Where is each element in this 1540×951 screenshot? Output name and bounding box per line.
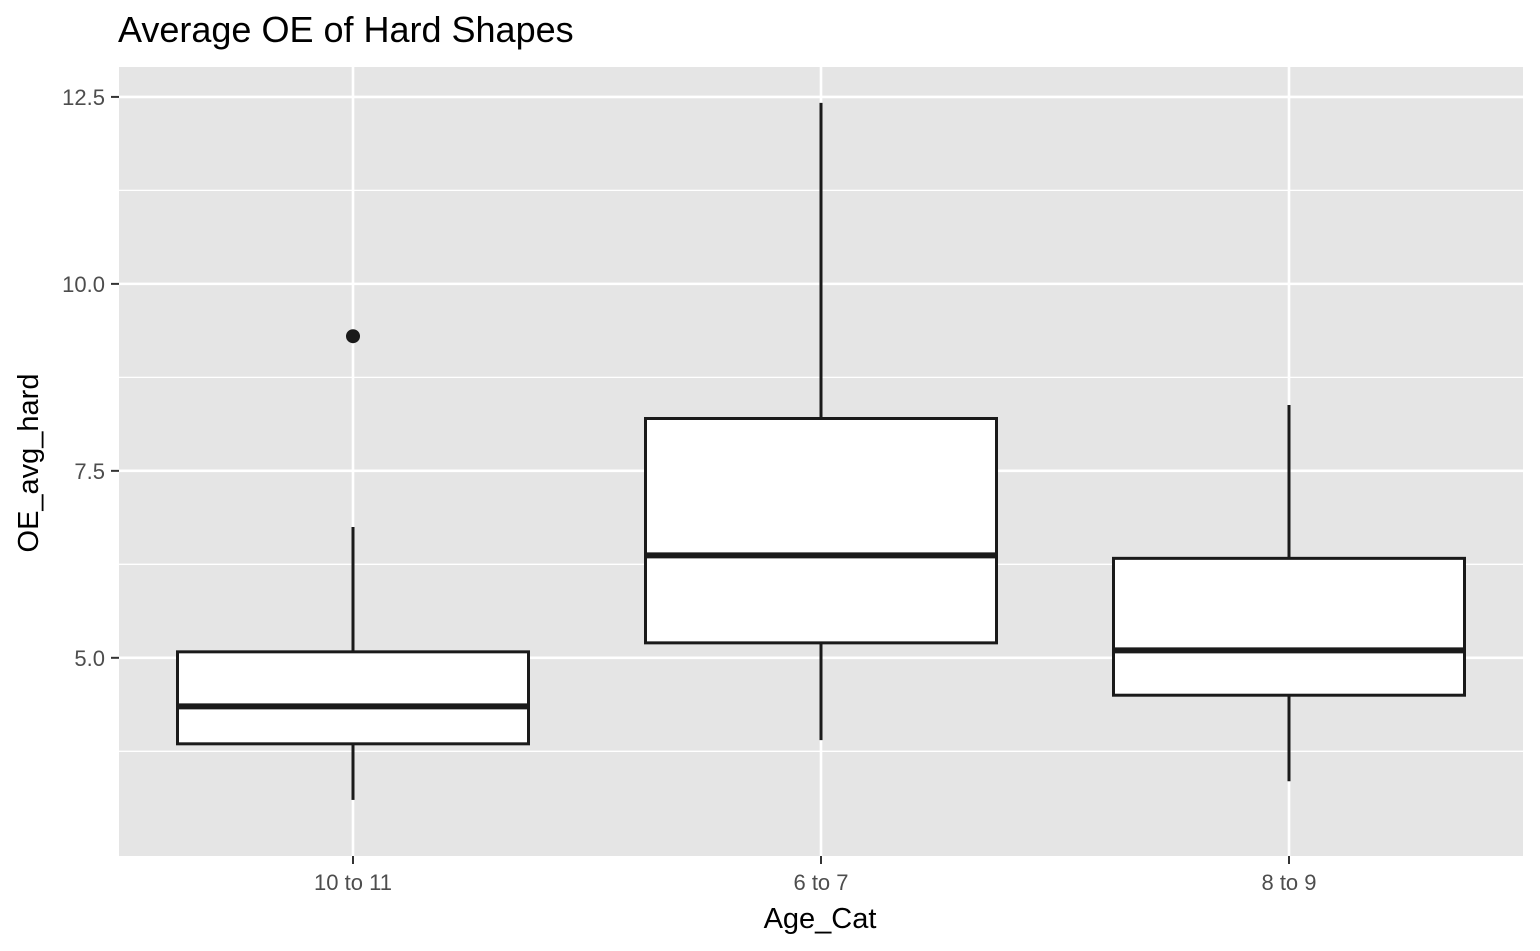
y-tick-label: 7.5 [74, 459, 105, 484]
x-tick-label: 10 to 11 [314, 870, 392, 895]
x-axis-title: Age_Cat [764, 903, 877, 935]
x-tick-label: 8 to 9 [1261, 870, 1316, 895]
box-iqr [176, 650, 530, 746]
box-iqr [644, 416, 998, 645]
x-tick-label: 6 to 7 [793, 870, 848, 895]
y-tick-label: 12.5 [62, 85, 105, 110]
outlier-point [346, 329, 360, 344]
box-series [176, 102, 1466, 800]
y-axis: 5.0 7.5 10.0 12.5 [62, 85, 119, 671]
box-10-to-11 [176, 329, 530, 800]
chart-title: Average OE of Hard Shapes [118, 9, 574, 50]
y-tick-label: 10.0 [62, 272, 105, 297]
box-8-to-9 [1112, 405, 1466, 782]
box-6-to-7 [644, 102, 998, 741]
box-iqr [1112, 556, 1466, 697]
y-tick-label: 5.0 [74, 646, 105, 671]
x-axis: 10 to 11 6 to 7 8 to 9 [314, 856, 1317, 895]
y-axis-title: OE_avg_hard [13, 374, 45, 553]
